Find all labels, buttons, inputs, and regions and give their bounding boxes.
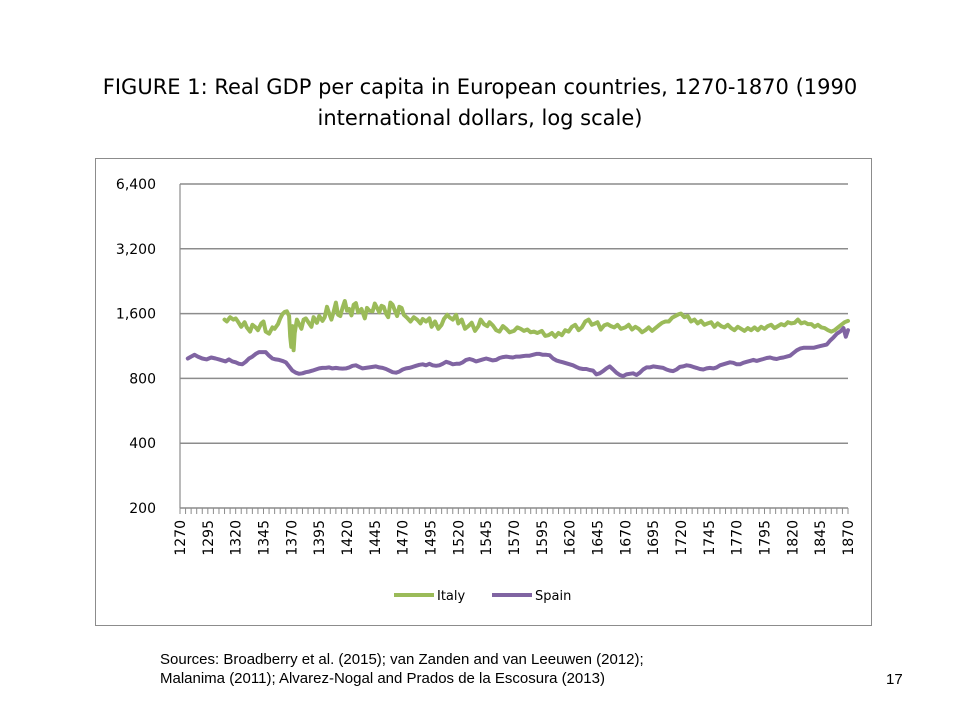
chart-title-line-2: international dollars, log scale) — [317, 106, 643, 130]
x-tick-label: 1495 — [424, 520, 440, 556]
y-tick-label: 6,400 — [116, 177, 156, 193]
x-tick-label: 1870 — [841, 520, 857, 556]
legend-label-spain: Spain — [535, 589, 571, 604]
y-tick-label: 800 — [129, 371, 156, 387]
y-tick-label: 200 — [129, 501, 156, 517]
x-tick-label: 1420 — [340, 520, 356, 556]
series-line-spain — [185, 326, 850, 379]
sources-note: Sources: Broadberry et al. (2015); van Z… — [160, 650, 800, 688]
x-tick-label: 1820 — [785, 520, 801, 556]
x-tick-label: 1845 — [813, 520, 829, 556]
x-tick-label: 1320 — [229, 520, 245, 556]
gdp-line-chart: 200 400 800 1,600 3,200 6,400 1270 1295 1320 1345… — [116, 177, 857, 604]
x-tick-label: 1520 — [451, 520, 467, 556]
x-tick-label: 1795 — [758, 520, 774, 556]
x-tick-label: 1345 — [257, 520, 273, 556]
y-tick-label: 3,200 — [116, 242, 156, 258]
chart-frame: 200 400 800 1,600 3,200 6,400 1270 1295 1320 1345… — [95, 158, 872, 626]
x-tick-label: 1645 — [591, 520, 607, 556]
x-tick-label: 1395 — [312, 520, 328, 556]
x-tick-label: 1620 — [563, 520, 579, 556]
x-tick-label: 1695 — [646, 520, 662, 556]
x-tick-label: 1570 — [507, 520, 523, 556]
series-line-italy — [222, 299, 850, 353]
x-tick-label: 1670 — [618, 520, 634, 556]
x-tick-label: 1770 — [730, 520, 746, 556]
page-number: 17 — [886, 671, 903, 688]
y-tick-label: 400 — [129, 436, 156, 452]
x-tick-label: 1445 — [368, 520, 384, 556]
x-tick-label: 1595 — [535, 520, 551, 556]
chart-title: FIGURE 1: Real GDP per capita in Europea… — [60, 72, 900, 134]
sources-line-2: Malanima (2011); Alvarez-Nogal and Prado… — [160, 670, 605, 687]
x-tick-label: 1470 — [396, 520, 412, 556]
x-tick-label: 1745 — [702, 520, 718, 556]
x-tick-label: 1545 — [479, 520, 495, 556]
x-tick-label: 1720 — [674, 520, 690, 556]
sources-line-1: Sources: Broadberry et al. (2015); van Z… — [160, 651, 644, 668]
chart-title-line-1: FIGURE 1: Real GDP per capita in Europea… — [102, 75, 858, 99]
x-tick-label: 1270 — [173, 520, 189, 556]
x-tick-label: 1295 — [201, 520, 217, 556]
x-tick-label: 1370 — [284, 520, 300, 556]
legend-label-italy: Italy — [437, 589, 466, 604]
y-tick-label: 1,600 — [116, 307, 156, 323]
